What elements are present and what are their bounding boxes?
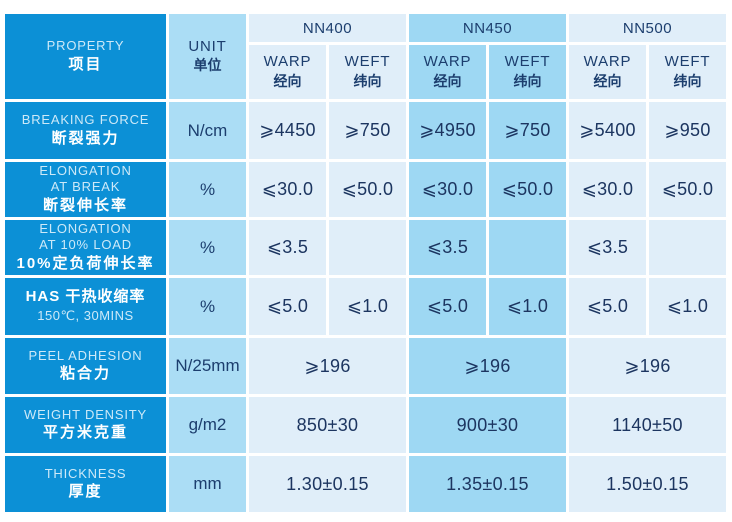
row-label-en: THICKNESS xyxy=(44,465,127,481)
weft-label-en: WEFT xyxy=(344,53,391,71)
group-header-nn500: NN500 xyxy=(569,14,726,42)
unit-header-cell: UNIT 单位 xyxy=(169,14,246,99)
unit-cell: mm xyxy=(169,456,246,512)
unit-cell: % xyxy=(169,278,246,335)
value-cell: ⩽3.5 xyxy=(409,220,486,275)
value-cell-merged: 1140±50 xyxy=(569,397,726,453)
value-cell-merged: ⩾196 xyxy=(249,338,406,394)
value-cell-empty xyxy=(489,220,566,275)
unit-header-zh: 单位 xyxy=(193,57,222,74)
row-label-en: ELONGATION AT 10% LOAD xyxy=(39,221,132,253)
unit-cell: % xyxy=(169,162,246,217)
warp-label-zh: 经向 xyxy=(433,72,462,89)
row-label-peel-adhesion: PEEL ADHESION 粘合力 xyxy=(5,338,166,394)
value-cell: ⩽1.0 xyxy=(649,278,726,335)
row-label-zh: 厚度 xyxy=(68,483,103,500)
value-cell: ⩽5.0 xyxy=(569,278,646,335)
value-cell: ⩽50.0 xyxy=(489,162,566,217)
warp-label-zh: 经向 xyxy=(273,72,302,89)
spec-table: PROPERTY 项目 UNIT 单位 NN400 NN450 NN500 WA… xyxy=(5,14,726,512)
weft-label-zh: 纬向 xyxy=(353,72,382,89)
nn450-weft-header: WEFT 纬向 xyxy=(489,45,566,99)
unit-cell: % xyxy=(169,220,246,275)
row-label-zh: 平方米克重 xyxy=(42,424,128,441)
value-cell-merged: 1.35±0.15 xyxy=(409,456,566,512)
value-cell: ⩽5.0 xyxy=(249,278,326,335)
value-cell: ⩾4950 xyxy=(409,102,486,159)
row-label-zh: 10%定负荷伸长率 xyxy=(16,254,155,272)
value-cell: ⩽50.0 xyxy=(649,162,726,217)
value-cell-merged: 900±30 xyxy=(409,397,566,453)
unit-cell: N/25mm xyxy=(169,338,246,394)
group-header-nn450: NN450 xyxy=(409,14,566,42)
value-cell: ⩾950 xyxy=(649,102,726,159)
row-label-breaking-force: BREAKING FORCE 断裂强力 xyxy=(5,102,166,159)
value-cell-merged: ⩾196 xyxy=(569,338,726,394)
value-cell: ⩾5400 xyxy=(569,102,646,159)
warp-label-zh: 经向 xyxy=(593,72,622,89)
row-label-weight-density: WEIGHT DENSITY 平方米克重 xyxy=(5,397,166,453)
row-label-en: BREAKING FORCE xyxy=(21,112,150,128)
unit-cell: g/m2 xyxy=(169,397,246,453)
weft-label-en: WEFT xyxy=(664,53,711,71)
value-cell: ⩾750 xyxy=(489,102,566,159)
nn400-warp-header: WARP 经向 xyxy=(249,45,326,99)
value-cell: ⩽3.5 xyxy=(569,220,646,275)
nn500-warp-header: WARP 经向 xyxy=(569,45,646,99)
row-label-has-heat-shrinkage: HAS 干热收缩率 150℃, 30MINS xyxy=(5,278,166,335)
row-label-thickness: THICKNESS 厚度 xyxy=(5,456,166,512)
property-header-zh: 项目 xyxy=(68,55,103,73)
value-cell-merged: ⩾196 xyxy=(409,338,566,394)
row-label-en: PEEL ADHESION xyxy=(28,347,143,363)
value-cell-empty xyxy=(649,220,726,275)
row-label-en: HAS 干热收缩率 xyxy=(25,288,146,306)
nn450-warp-header: WARP 经向 xyxy=(409,45,486,99)
value-cell-merged: 1.30±0.15 xyxy=(249,456,406,512)
unit-cell: N/cm xyxy=(169,102,246,159)
nn500-weft-header: WEFT 纬向 xyxy=(649,45,726,99)
value-cell: ⩽5.0 xyxy=(409,278,486,335)
warp-label-en: WARP xyxy=(583,53,632,71)
value-cell: ⩾4450 xyxy=(249,102,326,159)
weft-label-zh: 纬向 xyxy=(513,72,542,89)
row-label-en: ELONGATION AT BREAK xyxy=(39,163,132,195)
value-cell: ⩽30.0 xyxy=(409,162,486,217)
value-cell: ⩽30.0 xyxy=(249,162,326,217)
value-cell: ⩽3.5 xyxy=(249,220,326,275)
property-header-cell: PROPERTY 项目 xyxy=(5,14,166,99)
weft-label-zh: 纬向 xyxy=(673,72,702,89)
value-cell-merged: 850±30 xyxy=(249,397,406,453)
nn400-weft-header: WEFT 纬向 xyxy=(329,45,406,99)
group-header-nn400: NN400 xyxy=(249,14,406,42)
warp-label-en: WARP xyxy=(263,53,312,71)
value-cell-empty xyxy=(329,220,406,275)
value-cell: ⩽1.0 xyxy=(329,278,406,335)
row-label-zh: 断裂强力 xyxy=(51,129,120,147)
warp-label-en: WARP xyxy=(423,53,472,71)
value-cell: ⩽50.0 xyxy=(329,162,406,217)
unit-header-en: UNIT xyxy=(188,37,227,55)
value-cell-merged: 1.50±0.15 xyxy=(569,456,726,512)
value-cell: ⩾750 xyxy=(329,102,406,159)
row-label-zh: 断裂伸长率 xyxy=(42,196,128,214)
row-label-zh: 150℃, 30MINS xyxy=(37,308,134,324)
property-header-en: PROPERTY xyxy=(46,38,125,54)
row-label-en: WEIGHT DENSITY xyxy=(24,406,147,422)
value-cell: ⩽30.0 xyxy=(569,162,646,217)
value-cell: ⩽1.0 xyxy=(489,278,566,335)
weft-label-en: WEFT xyxy=(504,53,551,71)
row-label-elongation-at-break: ELONGATION AT BREAK 断裂伸长率 xyxy=(5,162,166,217)
row-label-zh: 粘合力 xyxy=(59,365,111,382)
row-label-elongation-10pct-load: ELONGATION AT 10% LOAD 10%定负荷伸长率 xyxy=(5,220,166,275)
